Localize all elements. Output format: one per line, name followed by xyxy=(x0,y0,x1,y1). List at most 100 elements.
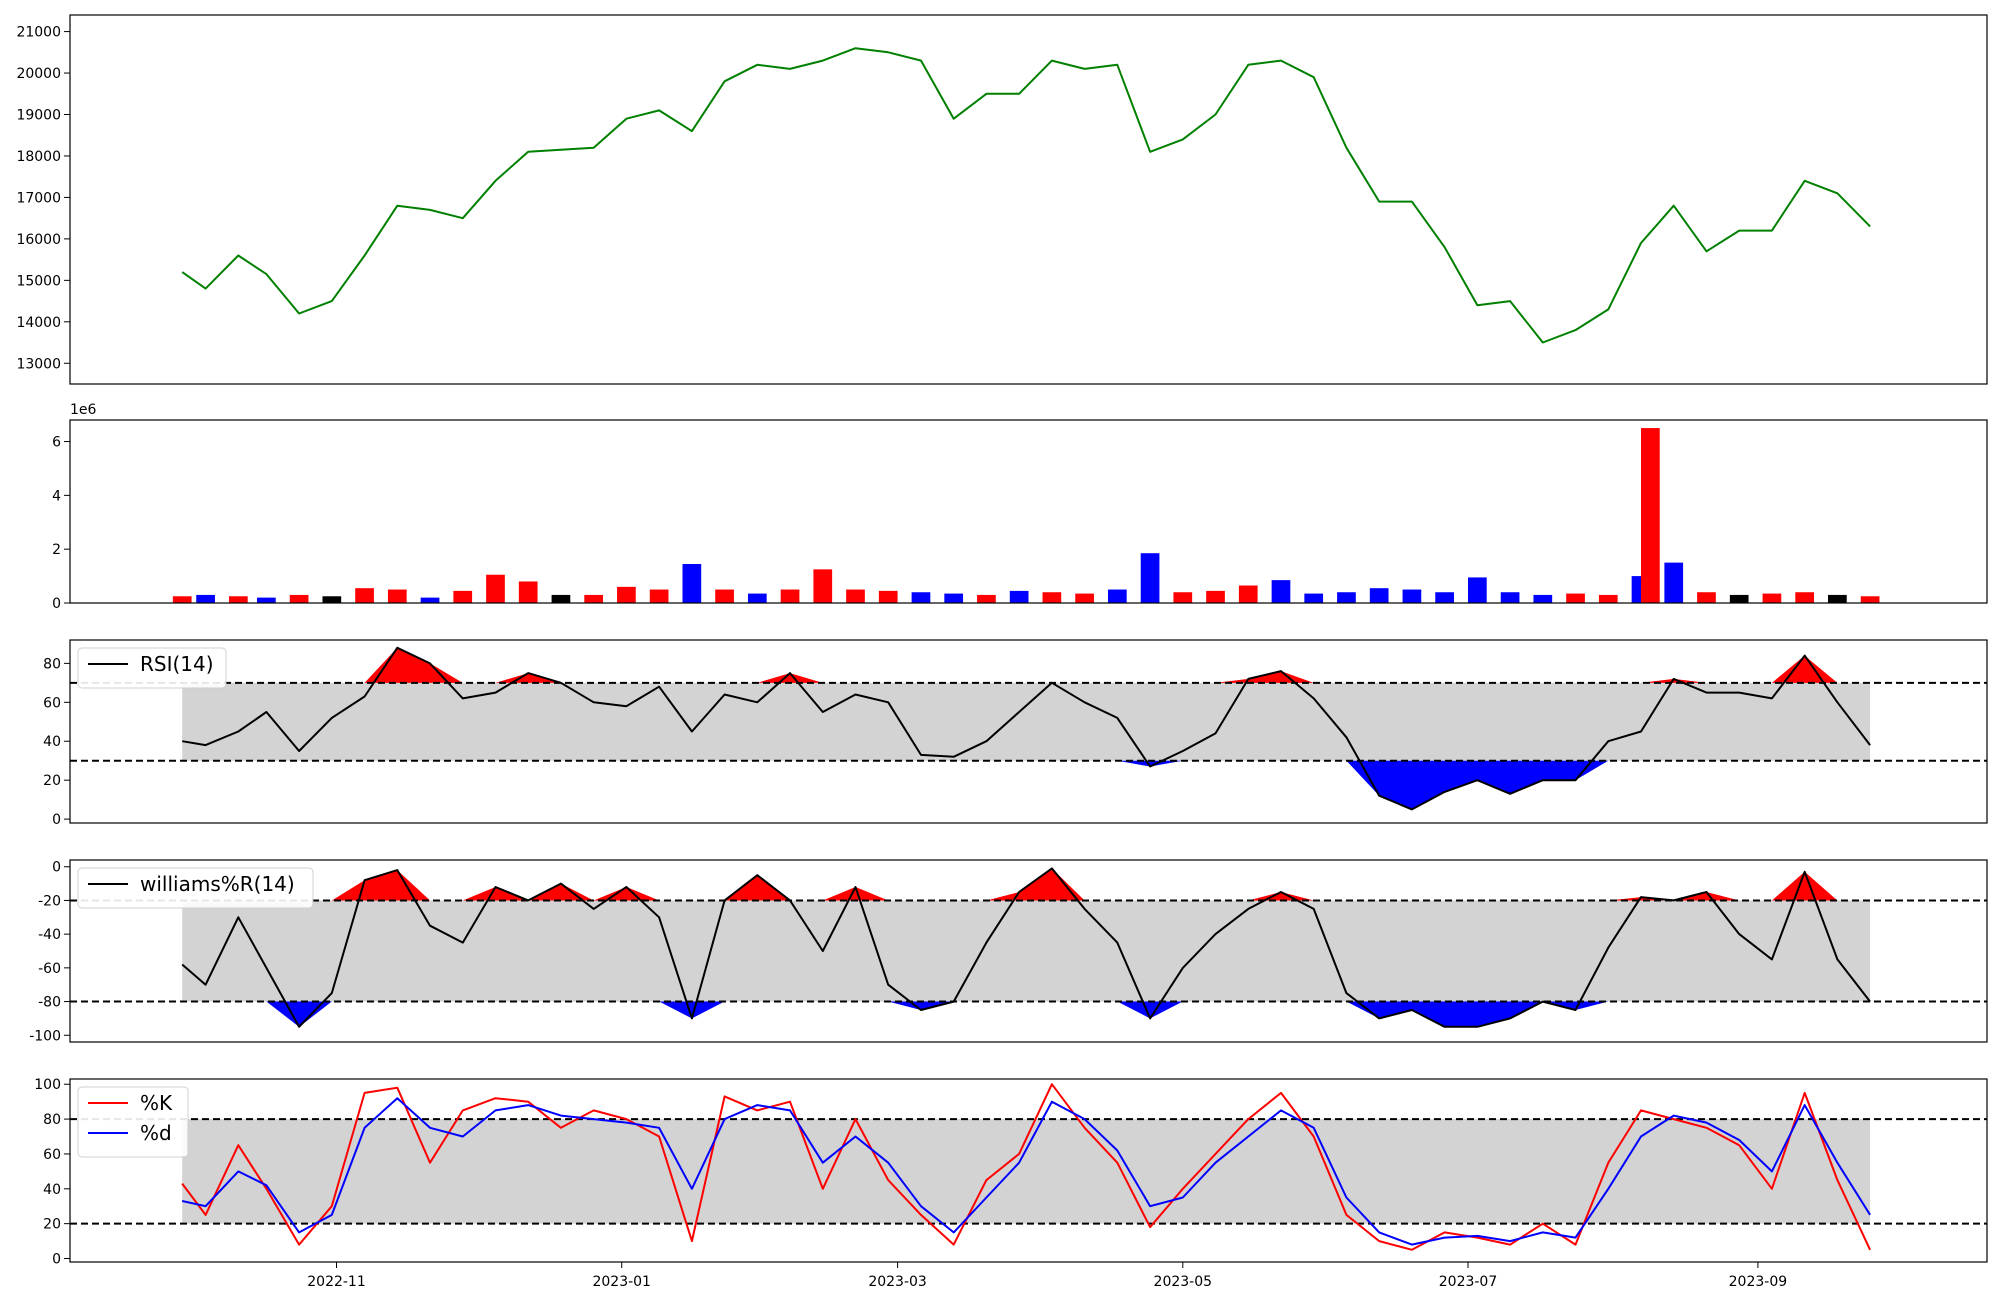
volume-bar xyxy=(1697,592,1716,603)
volume-bar xyxy=(878,590,898,603)
volume-bar xyxy=(453,590,473,603)
volume-bar xyxy=(1304,593,1324,603)
volume-bar xyxy=(1238,585,1258,603)
volume-bar xyxy=(486,574,505,603)
y-tick-label: 0 xyxy=(52,860,61,876)
volume-scale-label: 1e6 xyxy=(70,402,97,418)
volume-bar xyxy=(1369,588,1389,603)
stoch-line-k xyxy=(181,1083,1872,1251)
y-tick-label: 80 xyxy=(43,656,61,672)
y-tick-label: -100 xyxy=(29,1028,61,1044)
williams-frame xyxy=(69,859,1988,1043)
y-tick-label: 15000 xyxy=(16,273,61,289)
y-tick-label: 20 xyxy=(43,773,61,789)
volume-bar xyxy=(813,569,833,603)
y-tick-label: 100 xyxy=(34,1077,61,1093)
volume-bar xyxy=(1533,594,1553,603)
y-tick-label: 0 xyxy=(52,1252,61,1268)
legend-label: williams%R(14) xyxy=(140,872,295,896)
y-tick-label: 14000 xyxy=(16,315,61,331)
price-frame xyxy=(69,14,1988,385)
y-tick-label: 2 xyxy=(52,542,61,558)
y-tick-label: 20000 xyxy=(16,66,61,82)
volume-bar xyxy=(1641,428,1660,603)
stochastic-legend xyxy=(77,1086,189,1158)
volume-panel: 1e6 0 2 4 6 xyxy=(52,402,1988,612)
y-tick-label: 0 xyxy=(52,596,61,612)
y-tick-label: 40 xyxy=(43,1182,61,1198)
williams-legend xyxy=(77,867,314,909)
x-tick-label: 2022-11 xyxy=(307,1274,366,1290)
rsi-neutral-band xyxy=(182,682,1871,761)
price-line xyxy=(181,47,1871,344)
volume-bar xyxy=(551,594,571,603)
y-tick-label: -40 xyxy=(38,927,61,943)
y-tick-label: 13000 xyxy=(16,356,61,372)
x-tick-label: 2023-03 xyxy=(868,1274,927,1290)
volume-bar xyxy=(196,594,215,603)
volume-bar xyxy=(1500,592,1520,603)
y-tick-label: 60 xyxy=(43,695,61,711)
x-tick-label: 2023-07 xyxy=(1439,1274,1498,1290)
volume-bar xyxy=(944,593,964,603)
volume-bar xyxy=(1173,592,1193,603)
volume-bar xyxy=(747,593,767,603)
y-tick-label: -20 xyxy=(38,893,61,909)
volume-bar xyxy=(682,563,702,603)
y-tick-label: 16000 xyxy=(16,232,61,248)
volume-bar xyxy=(1140,553,1160,603)
williams-oversold-fill xyxy=(182,1001,1871,1027)
stoch-line-d xyxy=(181,1097,1871,1246)
volume-bar xyxy=(289,594,309,603)
volume-bar xyxy=(1271,580,1291,603)
volume-bar xyxy=(518,581,538,603)
volume-bar xyxy=(1075,593,1094,603)
volume-bar xyxy=(1828,594,1847,603)
y-tick-label: 80 xyxy=(43,1112,61,1128)
rsi-oversold-fill xyxy=(182,760,1871,810)
volume-bar xyxy=(715,589,734,603)
price-panel: 13000 14000 15000 16000 17000 18000 19000 20000… xyxy=(16,14,1988,385)
volume-bar xyxy=(977,594,996,603)
williams-line xyxy=(181,867,1871,1028)
y-tick-label: 21000 xyxy=(16,25,61,41)
stochastic-frame xyxy=(69,1078,1988,1263)
volume-bar xyxy=(1566,593,1585,603)
volume-bar xyxy=(846,589,865,603)
x-tick-label: 2023-09 xyxy=(1729,1274,1788,1290)
y-tick-label: 60 xyxy=(43,1147,61,1163)
volume-bar xyxy=(1762,593,1782,603)
volume-bar xyxy=(911,592,931,603)
williams-overbought-fill xyxy=(182,868,1871,901)
volume-bar xyxy=(257,597,276,603)
y-tick-label: 4 xyxy=(52,488,61,504)
stochastic-neutral-band xyxy=(182,1119,1871,1224)
x-tick-label: 2023-01 xyxy=(592,1274,651,1290)
volume-bar xyxy=(1107,589,1127,603)
volume-bar xyxy=(322,596,342,603)
volume-bar xyxy=(355,588,374,603)
volume-bar xyxy=(584,594,604,603)
volume-bar xyxy=(420,597,440,603)
x-tick-label: 2023-05 xyxy=(1154,1274,1213,1290)
legend-label: RSI(14) xyxy=(140,652,214,676)
y-tick-label: -60 xyxy=(38,961,61,977)
volume-bar xyxy=(649,589,669,603)
volume-bar xyxy=(172,596,192,603)
volume-bar xyxy=(617,586,636,603)
williams-panel: -100 -80 -60 -40 -20 0 williams%R(14) xyxy=(29,859,1988,1044)
volume-bar xyxy=(387,589,407,603)
stochastic-panel: 0 20 40 60 80 100 %K %d 2022-11 2023-01 2023-03 202… xyxy=(34,1077,1988,1290)
volume-frame xyxy=(69,419,1988,604)
volume-bar xyxy=(1860,596,1880,603)
y-tick-label: 18000 xyxy=(16,149,61,165)
volume-bar xyxy=(1795,592,1815,603)
rsi-legend xyxy=(77,647,227,689)
rsi-frame xyxy=(69,639,1988,824)
y-tick-label: 40 xyxy=(43,734,61,750)
legend-label: %K xyxy=(140,1091,173,1115)
volume-bar xyxy=(1664,562,1684,603)
williams-neutral-band xyxy=(182,900,1871,1002)
volume-bar xyxy=(1729,594,1749,603)
